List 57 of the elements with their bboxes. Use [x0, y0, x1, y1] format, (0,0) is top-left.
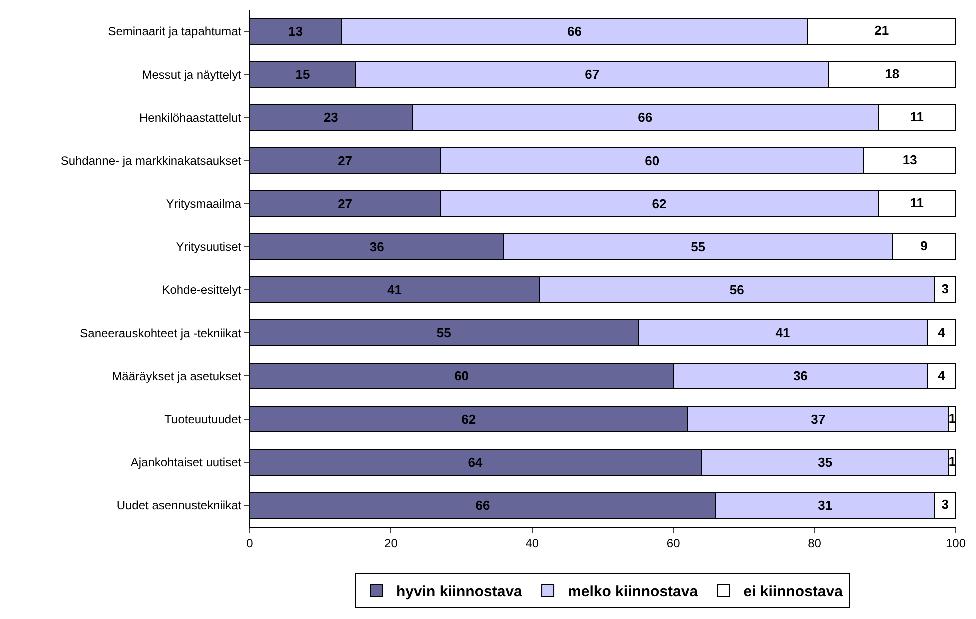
- data-label: 11: [910, 109, 924, 124]
- data-label: 55: [436, 326, 452, 341]
- data-label: 27: [338, 153, 353, 168]
- y-tick-label: Yritysuutiset: [176, 240, 242, 254]
- y-tick-label: Henkilöhaastattelut: [140, 110, 242, 125]
- x-tick-label: 100: [946, 536, 966, 550]
- data-label: 66: [568, 24, 582, 40]
- data-label: 67: [585, 67, 600, 82]
- data-label: 41: [387, 282, 402, 298]
- y-tick-label: Seminaarit ja tapahtumat: [108, 24, 242, 39]
- x-tick-label: 0: [246, 536, 254, 550]
- data-label: 1: [948, 410, 956, 426]
- data-label: 21: [874, 23, 890, 38]
- data-label: 60: [454, 368, 470, 384]
- data-label: 11: [910, 196, 924, 211]
- y-tick-label: Uudet asennustekniikat: [116, 498, 242, 513]
- data-label: 36: [793, 368, 808, 384]
- data-label: 9: [920, 238, 928, 254]
- data-label: 15: [296, 67, 310, 82]
- data-label: 35: [818, 454, 833, 470]
- data-label: 62: [462, 412, 476, 427]
- legend-label: hyvin kiinnostava: [396, 584, 524, 601]
- data-label: 1: [948, 454, 956, 470]
- x-tick-label: 40: [526, 536, 540, 550]
- data-label: 41: [776, 326, 790, 341]
- x-tick-label: 80: [808, 536, 822, 550]
- data-label: 3: [942, 282, 949, 297]
- y-tick-label: Ajankohtaiset uutiset: [130, 456, 242, 470]
- x-tick-label: 60: [666, 536, 681, 550]
- y-tick-label: Suhdanne- ja markkinakatsaukset: [60, 154, 242, 168]
- data-label: 62: [652, 196, 667, 212]
- data-label: 37: [811, 412, 826, 427]
- y-tick-label: Kohde-esittelyt: [162, 283, 242, 298]
- data-label: 56: [730, 282, 744, 298]
- data-label: 13: [288, 24, 304, 40]
- data-label: 4: [938, 368, 946, 383]
- data-label: 60: [645, 153, 660, 168]
- data-label: 18: [885, 66, 900, 82]
- data-label: 66: [638, 110, 653, 126]
- data-label: 66: [476, 498, 490, 513]
- data-label: 31: [818, 498, 833, 513]
- legend-label: melko kiinnostava: [568, 584, 699, 601]
- y-tick-label: Tuoteuutuudet: [164, 412, 242, 426]
- y-tick-label: Messut ja näyttelyt: [142, 68, 242, 82]
- data-label: 13: [902, 152, 918, 168]
- data-label: 3: [942, 497, 949, 512]
- data-label: 4: [938, 324, 946, 340]
- y-tick-label: Saneerauskohteet ja -tekniikat: [80, 326, 242, 340]
- data-label: 36: [370, 239, 384, 254]
- data-label: 64: [468, 454, 484, 470]
- data-label: 55: [691, 239, 706, 254]
- y-tick-label: Yritysmaailma: [166, 197, 242, 212]
- x-tick-label: 20: [384, 536, 398, 550]
- data-label: 27: [338, 196, 353, 212]
- legend-label: ei kiinnostava: [744, 584, 844, 601]
- data-label: 23: [324, 110, 338, 126]
- y-tick-label: Määräykset ja asetukset: [112, 369, 242, 384]
